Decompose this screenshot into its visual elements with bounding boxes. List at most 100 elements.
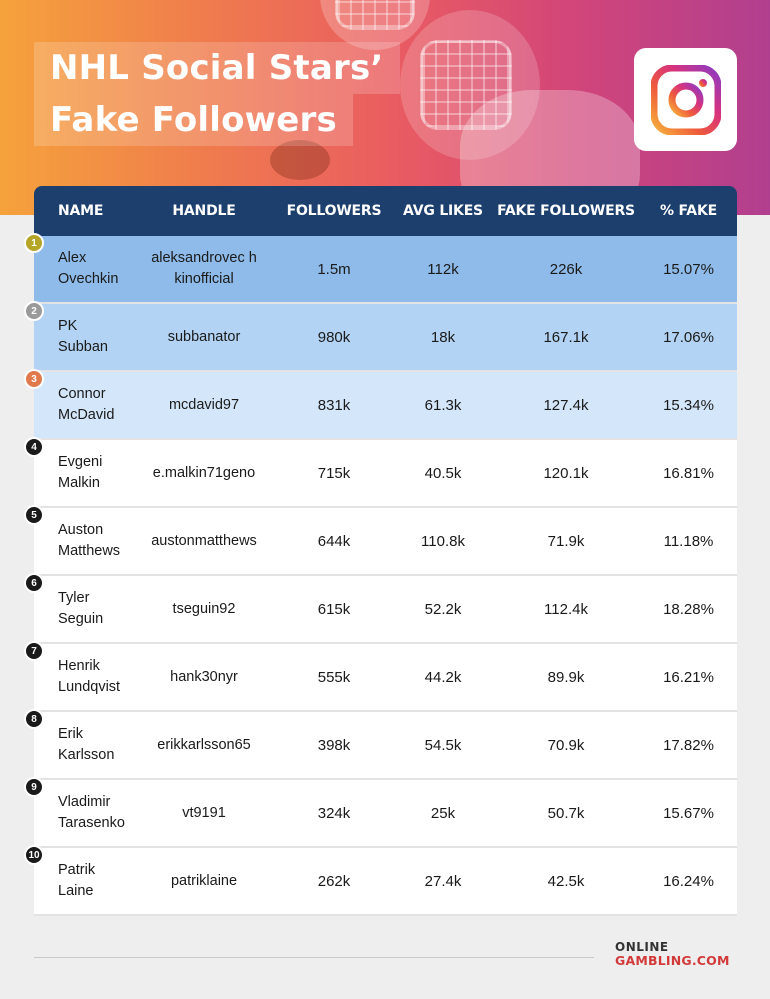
col-header-followers: FOLLOWERS — [286, 203, 382, 219]
player-name-cell-text: Henrik Lundqvist — [58, 658, 121, 695]
pct-fake-cell: 16.24% — [663, 872, 714, 890]
player-name-cell: Vladimir Tarasenko — [34, 792, 134, 834]
followers-cell: 555k — [317, 668, 351, 686]
followers-cell: 980k — [317, 328, 351, 346]
pct-fake-cell: 18.28% — [663, 600, 714, 618]
col-header-fake-followers: FAKE FOLLOWERS — [497, 203, 635, 219]
player-name-cell: Tyler Seguin — [34, 588, 134, 630]
handle-cell-text: vt9191 — [182, 804, 226, 821]
fake-followers-table: NAME HANDLE FOLLOWERS AVG LIKES FAKE FOL… — [24, 186, 737, 916]
rank-badge: 6 — [24, 573, 44, 593]
pct-fake-cell: 17.06% — [663, 328, 714, 346]
player-photo-background — [270, 140, 330, 180]
avg-likes-cell: 18k — [430, 328, 456, 346]
player-name-cell-text: Alex Ovechkin — [58, 250, 119, 287]
player-name-cell-text: PK Subban — [58, 318, 108, 355]
table-row: 1 Alex Ovechkin aleksandrovec hkinofficial… — [24, 233, 737, 304]
fake-followers-cell: 112.4k — [544, 600, 588, 618]
followers-cell: 398k — [317, 736, 351, 754]
handle-cell: hank30nyr — [134, 667, 274, 688]
table-row: 4 Evgeni Malkin e.malkin71geno 715k 40.5k 120… — [24, 437, 737, 508]
fake-followers-cell: 71.9k — [547, 532, 585, 550]
pct-fake-cell: 17.82% — [663, 736, 714, 754]
table-body: 1 Alex Ovechkin aleksandrovec hkinofficial… — [24, 233, 737, 916]
fake-followers-cell: 70.9k — [547, 736, 585, 754]
pct-fake-cell: 15.67% — [663, 804, 714, 822]
followers-cell: 615k — [317, 600, 351, 618]
handle-cell-text: patriklaine — [170, 872, 238, 889]
handle-cell: e.malkin71geno — [134, 463, 274, 484]
fake-followers-cell: 50.7k — [547, 804, 585, 822]
table-row: 8 Erik Karlsson erikkarlsson65 398k 54.5k 70.… — [24, 709, 737, 780]
fake-followers-cell: 42.5k — [547, 872, 585, 890]
rank-badge: 7 — [24, 641, 44, 661]
player-name-cell-text: Auston Matthews — [58, 522, 121, 559]
player-name-cell: Henrik Lundqvist — [34, 656, 134, 698]
title-line-1: NHL Social Stars’ — [34, 42, 400, 94]
col-header-name: NAME — [58, 203, 104, 219]
player-name-cell: Patrik Laine — [34, 860, 134, 902]
handle-cell-text: tseguin92 — [172, 600, 236, 617]
pct-fake-cell: 16.81% — [663, 464, 714, 482]
handle-cell: mcdavid97 — [134, 395, 274, 416]
player-name-cell-text: Evgeni Malkin — [58, 454, 103, 491]
handle-cell-text: erikkarlsson65 — [157, 736, 251, 753]
rank-badge: 9 — [24, 777, 44, 797]
avg-likes-cell: 61.3k — [424, 396, 462, 414]
avg-likes-cell: 27.4k — [424, 872, 462, 890]
player-name-cell-text: Vladimir Tarasenko — [58, 794, 125, 831]
table-row: 2 PK Subban subbanator 980k 18k 167.1k 17.06% — [24, 301, 737, 372]
rank-badge: 5 — [24, 505, 44, 525]
handle-cell: austonmatthews — [134, 531, 274, 552]
handle-cell-text: e.malkin71geno — [152, 464, 256, 481]
brand-logo: ONLINE GAMBLING.COM — [615, 940, 740, 968]
handle-cell: erikkarlsson65 — [134, 735, 274, 756]
helmet-cage — [335, 0, 415, 30]
player-name-cell: PK Subban — [34, 316, 134, 358]
table-row: 5 Auston Matthews austonmatthews 644k 110.8k… — [24, 505, 737, 576]
handle-cell: tseguin92 — [134, 599, 274, 620]
table-row: 7 Henrik Lundqvist hank30nyr 555k 44.2k 89.9k… — [24, 641, 737, 712]
col-header-handle: HANDLE — [172, 203, 236, 219]
rank-badge: 10 — [24, 845, 44, 865]
col-header-avg-likes: AVG LIKES — [403, 203, 483, 219]
player-name-cell: Erik Karlsson — [34, 724, 134, 766]
fake-followers-cell: 120.1k — [543, 464, 589, 482]
table-row: 6 Tyler Seguin tseguin92 615k 52.2k 112.4k 18.… — [24, 573, 737, 644]
handle-cell: subbanator — [134, 327, 274, 348]
table-row: 9 Vladimir Tarasenko vt9191 324k 25k 50.7k 15.… — [24, 777, 737, 848]
handle-cell-text: austonmatthews — [151, 532, 257, 549]
fake-followers-cell: 226k — [549, 260, 583, 278]
followers-cell: 1.5m — [317, 260, 351, 278]
table-row: 10 Patrik Laine patriklaine 262k 27.4k 42.5k 1… — [24, 845, 737, 916]
fake-followers-cell: 89.9k — [547, 668, 585, 686]
followers-cell: 831k — [317, 396, 351, 414]
avg-likes-cell: 112k — [427, 260, 459, 278]
player-name-cell-text: Patrik Laine — [58, 862, 96, 899]
fake-followers-cell: 167.1k — [543, 328, 589, 346]
handle-cell: aleksandrovec hkinofficial — [134, 248, 274, 290]
instagram-icon — [650, 64, 721, 135]
pct-fake-cell: 15.07% — [663, 260, 714, 278]
player-name-cell: Alex Ovechkin — [34, 248, 134, 290]
rank-badge: 2 — [24, 301, 44, 321]
avg-likes-cell: 52.2k — [424, 600, 462, 618]
rank-badge: 1 — [24, 233, 44, 253]
pct-fake-cell: 16.21% — [663, 668, 714, 686]
avg-likes-cell: 44.2k — [424, 668, 462, 686]
handle-cell-text: mcdavid97 — [168, 396, 240, 413]
pct-fake-cell: 15.34% — [663, 396, 714, 414]
rank-badge: 8 — [24, 709, 44, 729]
handle-cell-text: aleksandrovec hkinofficial — [151, 250, 257, 287]
followers-cell: 262k — [317, 872, 351, 890]
player-name-cell: Connor McDavid — [34, 384, 134, 426]
followers-cell: 715k — [317, 464, 351, 482]
player-name-cell-text: Connor McDavid — [58, 386, 115, 423]
instagram-badge — [634, 48, 737, 151]
helmet-cage — [420, 40, 512, 130]
brand-line-2: GAMBLING.COM — [615, 953, 730, 968]
col-header-pct-fake: % FAKE — [660, 203, 717, 219]
fake-followers-cell: 127.4k — [543, 396, 589, 414]
handle-cell-text: subbanator — [167, 328, 241, 345]
table-row: 3 Connor McDavid mcdavid97 831k 61.3k 127.4k 1… — [24, 369, 737, 440]
